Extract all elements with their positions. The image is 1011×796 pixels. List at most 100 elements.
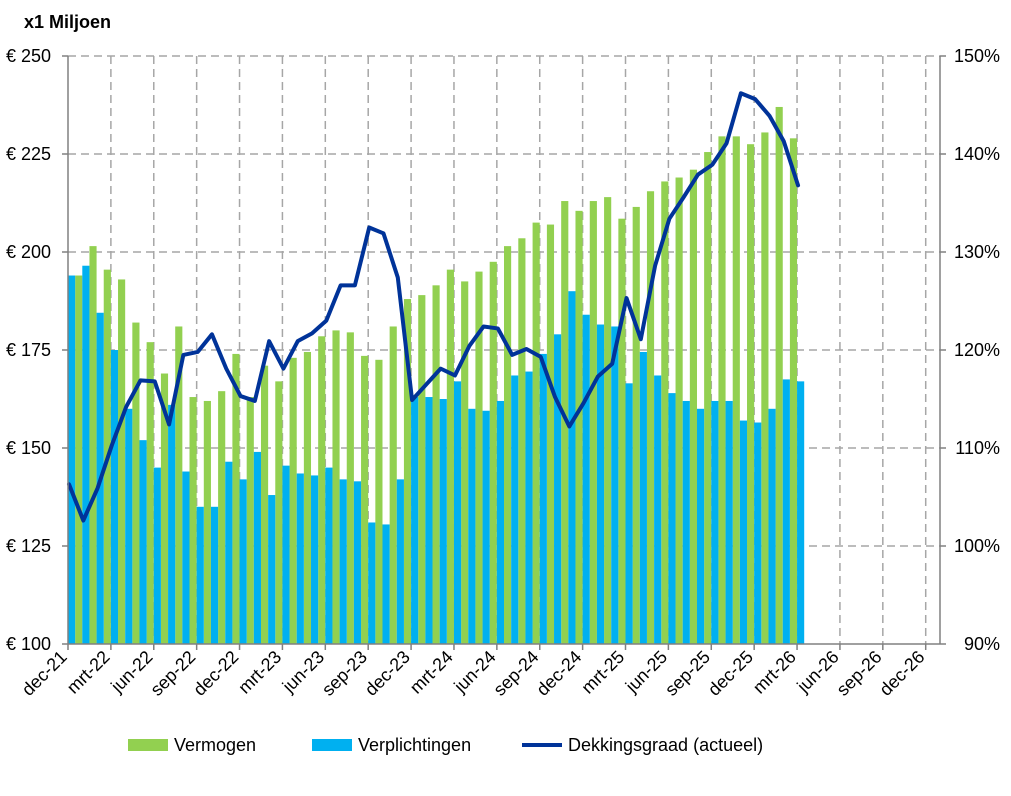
y-left-tick-label: € 225	[6, 144, 51, 164]
verplichtingen-bar	[725, 400, 733, 644]
vermogen-bar	[389, 326, 397, 644]
verplichtingen-bar	[639, 351, 647, 644]
vermogen-bar	[289, 357, 297, 644]
verplichtingen-bar	[625, 383, 633, 644]
verplichtingen-bar	[468, 408, 476, 644]
legend-label: Dekkingsgraad (actueel)	[568, 735, 763, 755]
verplichtingen-bar	[82, 265, 90, 644]
vermogen-bar	[375, 359, 383, 644]
verplichtingen-bar	[339, 479, 347, 644]
vermogen-bar	[575, 210, 583, 644]
vermogen-bar	[146, 342, 154, 644]
x-tick-label: dec-26	[875, 647, 928, 700]
verplichtingen-bar	[239, 479, 247, 644]
x-tick-label: mrt-23	[234, 647, 285, 698]
vermogen-bar	[646, 191, 655, 645]
legend-swatch	[312, 739, 352, 751]
verplichtingen-bar	[210, 506, 219, 644]
vermogen-bar	[418, 295, 426, 644]
vermogen-bar	[747, 144, 755, 644]
verplichtingen-bar	[696, 408, 705, 644]
vermogen-bar	[175, 326, 183, 644]
y-left-tick-label: € 250	[6, 46, 51, 66]
vermogen-bar	[461, 281, 469, 644]
vermogen-bar	[775, 106, 783, 644]
x-tick-label: sep-26	[833, 647, 886, 700]
y-left-tick-label: € 125	[6, 536, 51, 556]
y-right-tick-label: 150%	[954, 46, 1000, 66]
y-right-tick-label: 110%	[955, 438, 1000, 458]
y-left-tick-label: € 150	[6, 438, 51, 458]
vermogen-bar	[403, 299, 412, 644]
x-tick-label: sep-25	[661, 647, 714, 700]
chart-title: x1 Miljoen	[24, 12, 111, 32]
vermogen-bar	[475, 271, 483, 644]
vermogen-bar	[789, 138, 798, 644]
verplichtingen-bar	[125, 408, 133, 644]
x-tick-label: sep-22	[146, 647, 199, 700]
verplichtingen-bar	[425, 397, 433, 644]
vermogen-bar	[546, 224, 555, 644]
verplichtingen-bar	[439, 399, 447, 644]
verplichtingen-bar	[268, 495, 276, 644]
verplichtingen-bar	[496, 400, 504, 644]
verplichtingen-bar	[110, 350, 119, 644]
vermogen-bar	[218, 391, 226, 644]
x-tick-label: mrt-25	[577, 647, 628, 698]
vermogen-bar	[75, 275, 83, 644]
x-tick-label: dec-25	[704, 647, 757, 700]
y-right-tick-label: 120%	[954, 340, 1000, 360]
verplichtingen-bar	[296, 473, 304, 644]
verplichtingen-bar	[453, 381, 462, 644]
verplichtingen-bar	[482, 410, 490, 644]
verplichtingen-bar	[568, 291, 576, 644]
verplichtingen-bar	[768, 408, 776, 644]
vermogen-bar	[203, 400, 211, 644]
vermogen-bar	[604, 197, 612, 644]
legend-swatch	[128, 739, 168, 751]
vermogen-bar	[232, 353, 240, 644]
x-tick-label: mrt-22	[63, 647, 114, 698]
vermogen-bar	[260, 365, 269, 644]
verplichtingen-bar	[325, 467, 333, 644]
verplichtingen-bar	[582, 314, 590, 644]
verplichtingen-bar	[797, 381, 805, 644]
verplichtingen-bar	[139, 440, 147, 644]
vermogen-bar	[532, 222, 540, 644]
verplichtingen-bar	[196, 506, 204, 644]
vermogen-bar	[489, 261, 497, 644]
vermogen-bar	[618, 218, 626, 644]
verplichtingen-bar	[68, 275, 76, 644]
verplichtingen-bar	[253, 451, 261, 644]
verplichtingen-bar	[168, 404, 176, 644]
vermogen-bar	[446, 269, 454, 644]
vermogen-bar	[246, 397, 254, 644]
vermogen-bar	[118, 279, 126, 644]
verplichtingen-bar	[682, 400, 690, 644]
verplichtingen-bar	[782, 379, 790, 644]
verplichtingen-bar	[368, 522, 376, 644]
vermogen-bar	[675, 177, 683, 644]
verplichtingen-bar	[225, 461, 233, 644]
vermogen-bar	[189, 397, 197, 644]
vermogen-bar	[632, 206, 640, 645]
line-series	[67, 91, 801, 523]
verplichtingen-bar	[654, 375, 662, 644]
dekkingsgraad-line	[67, 91, 801, 523]
vermogen-bar	[561, 201, 569, 645]
x-tick-label: dec-22	[189, 647, 242, 700]
y-left-tick-label: € 200	[6, 242, 51, 262]
vermogen-bar	[704, 152, 712, 645]
verplichtingen-bar	[525, 371, 533, 644]
verplichtingen-bar	[611, 326, 619, 644]
x-tick-label: sep-23	[318, 647, 371, 700]
vermogen-bar	[361, 355, 369, 644]
vermogen-bar	[432, 285, 440, 644]
y-right-tick-label: 90%	[964, 634, 1000, 654]
verplichtingen-bar	[153, 467, 161, 644]
vermogen-bar	[689, 169, 697, 644]
verplichtingen-bar	[739, 420, 748, 644]
verplichtingen-bar	[511, 375, 519, 644]
y-right-tick-label: 130%	[954, 242, 1000, 262]
